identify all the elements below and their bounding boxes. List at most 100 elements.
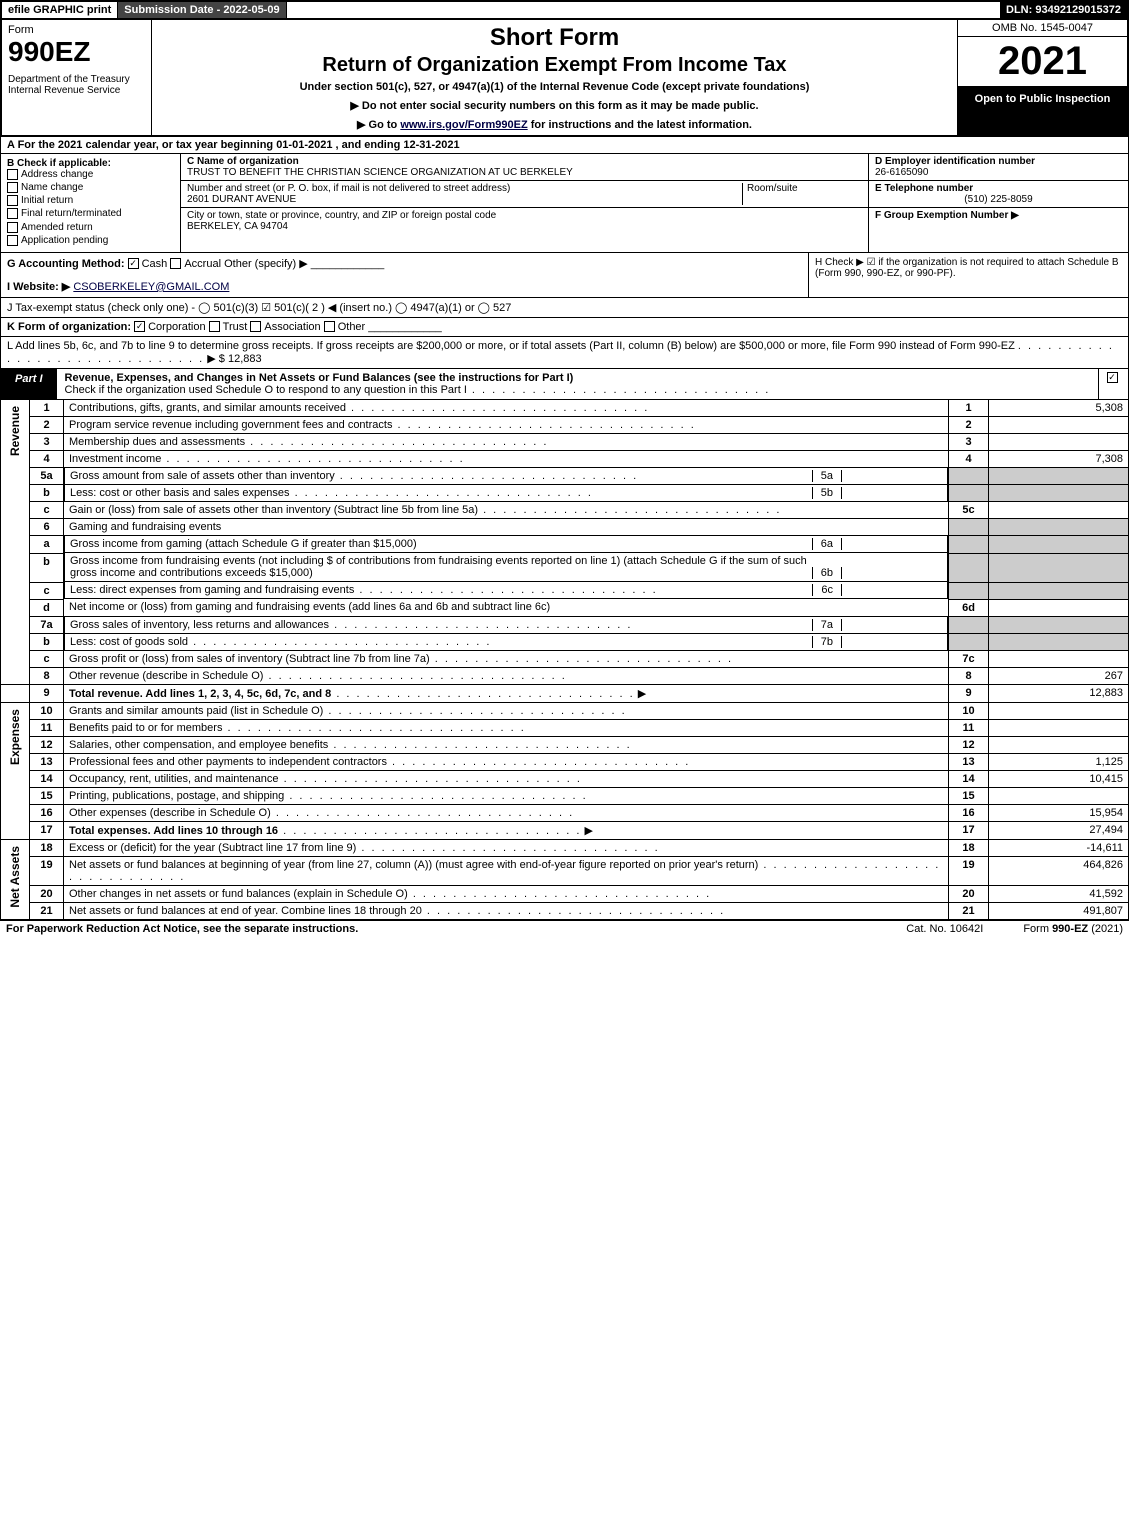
ln-16-num: 16 [30, 805, 64, 822]
ln-9-text: Total revenue. Add lines 1, 2, 3, 4, 5c,… [64, 685, 949, 703]
l-text: L Add lines 5b, 6c, and 7b to line 9 to … [7, 340, 1015, 352]
chk-amended-return[interactable]: Amended return [7, 222, 174, 233]
ln-6b-sub: 6b [812, 567, 842, 579]
chk-cash[interactable]: ✓ [128, 258, 139, 269]
ln-6d-num: d [30, 599, 64, 616]
ln-6b-amt [989, 553, 1129, 582]
ln-3-amt [989, 433, 1129, 450]
ln-6a-amt [989, 536, 1129, 554]
tax-year: 2021 [958, 37, 1127, 87]
footer-left: For Paperwork Reduction Act Notice, see … [6, 923, 358, 935]
ln-20-num: 20 [30, 886, 64, 903]
c-name-row: C Name of organization TRUST TO BENEFIT … [181, 154, 868, 181]
ln-7b-box [949, 634, 989, 651]
chk-accrual[interactable] [170, 258, 181, 269]
ln-6-text: Gaming and fundraising events [64, 519, 949, 536]
ln-11-num: 11 [30, 720, 64, 737]
section-b-c-d: B Check if applicable: Address change Na… [0, 154, 1129, 253]
header-right: OMB No. 1545-0047 2021 Open to Public In… [957, 20, 1127, 135]
org-address: 2601 DURANT AVENUE [187, 194, 296, 205]
side-revenue: Revenue [1, 400, 30, 685]
d-label: D Employer identification number [875, 156, 1035, 167]
ln-1-box: 1 [949, 400, 989, 417]
f-row: F Group Exemption Number ▶ [869, 208, 1128, 223]
ln-5c-num: c [30, 502, 64, 519]
ln-16-text: Other expenses (describe in Schedule O) [64, 805, 949, 822]
ln-5a-amt [989, 467, 1129, 485]
g-section: G Accounting Method: ✓Cash Accrual Other… [1, 253, 808, 297]
form-word: Form [8, 24, 145, 36]
e-label: E Telephone number [875, 183, 973, 194]
ln-6d-amt [989, 599, 1129, 616]
chk-application-pending[interactable]: Application pending [7, 235, 174, 246]
footer-mid: Cat. No. 10642I [906, 923, 983, 935]
ln-13-num: 13 [30, 754, 64, 771]
ln-6b-text: Gross income from fundraising events (no… [64, 553, 948, 582]
lines-table: Revenue 1 Contributions, gifts, grants, … [0, 400, 1129, 921]
ln-6a-sub: 6a [812, 538, 842, 550]
ln-21-box: 21 [949, 903, 989, 920]
f-label: F Group Exemption Number ▶ [875, 210, 1019, 221]
ln-15-text: Printing, publications, postage, and shi… [64, 788, 949, 805]
chk-trust[interactable] [209, 321, 220, 332]
chk-association[interactable] [250, 321, 261, 332]
ln-6d-box: 6d [949, 599, 989, 616]
ln-6-amt [989, 519, 1129, 536]
ln-12-amt [989, 737, 1129, 754]
ln-12-num: 12 [30, 737, 64, 754]
ln-9-num: 9 [30, 685, 64, 703]
ln-10-box: 10 [949, 703, 989, 720]
chk-corporation[interactable]: ✓ [134, 321, 145, 332]
ln-20-box: 20 [949, 886, 989, 903]
ln-6c-box [949, 582, 989, 599]
ln-7b-num: b [30, 634, 64, 651]
ln-7a-box [949, 616, 989, 634]
ln-2-num: 2 [30, 416, 64, 433]
phone-value: (510) 225-8059 [875, 194, 1122, 205]
ln-5c-text: Gain or (loss) from sale of assets other… [64, 502, 949, 519]
ln-20-text: Other changes in net assets or fund bala… [64, 886, 949, 903]
ln-2-text: Program service revenue including govern… [64, 416, 949, 433]
part-1-check-text: Check if the organization used Schedule … [65, 384, 467, 396]
ln-8-num: 8 [30, 668, 64, 685]
ln-5a-text: Gross amount from sale of assets other t… [64, 468, 948, 485]
ln-10-amt [989, 703, 1129, 720]
top-bar: efile GRAPHIC print Submission Date - 20… [0, 0, 1129, 20]
ln-17-num: 17 [30, 822, 64, 840]
efile-label[interactable]: efile GRAPHIC print [2, 2, 118, 18]
open-public-badge: Open to Public Inspection [958, 87, 1127, 135]
ln-9-box: 9 [949, 685, 989, 703]
g-label: G Accounting Method: [7, 258, 125, 270]
ln-18-box: 18 [949, 840, 989, 857]
side-netassets: Net Assets [1, 840, 30, 920]
i-label: I Website: ▶ [7, 281, 70, 293]
city-label: City or town, state or province, country… [187, 210, 496, 221]
ln-14-num: 14 [30, 771, 64, 788]
ln-5a-sub: 5a [812, 470, 842, 482]
chk-name-change[interactable]: Name change [7, 182, 174, 193]
ln-7c-num: c [30, 651, 64, 668]
ln-6a-box [949, 536, 989, 554]
short-form-title: Short Form [160, 24, 949, 52]
ln-8-amt: 267 [989, 668, 1129, 685]
part-1-checkbox[interactable]: ✓ [1098, 369, 1128, 399]
irs-link[interactable]: www.irs.gov/Form990EZ [400, 119, 527, 131]
ln-5c-amt [989, 502, 1129, 519]
website-link[interactable]: CSOBERKELEY@GMAIL.COM [73, 281, 229, 293]
chk-address-change[interactable]: Address change [7, 169, 174, 180]
chk-initial-return[interactable]: Initial return [7, 195, 174, 206]
l-row: L Add lines 5b, 6c, and 7b to line 9 to … [0, 337, 1129, 369]
chk-final-return[interactable]: Final return/terminated [7, 208, 174, 219]
ln-14-box: 14 [949, 771, 989, 788]
ln-19-num: 19 [30, 857, 64, 886]
form-number: 990EZ [8, 36, 145, 68]
ln-16-amt: 15,954 [989, 805, 1129, 822]
ln-18-amt: -14,611 [989, 840, 1129, 857]
ln-2-amt [989, 416, 1129, 433]
ln-1-amt: 5,308 [989, 400, 1129, 417]
chk-other-org[interactable] [324, 321, 335, 332]
page-footer: For Paperwork Reduction Act Notice, see … [0, 920, 1129, 937]
j-row: J Tax-exempt status (check only one) - ◯… [0, 298, 1129, 318]
ln-6d-text: Net income or (loss) from gaming and fun… [64, 599, 949, 616]
ln-6b-num: b [30, 553, 64, 582]
